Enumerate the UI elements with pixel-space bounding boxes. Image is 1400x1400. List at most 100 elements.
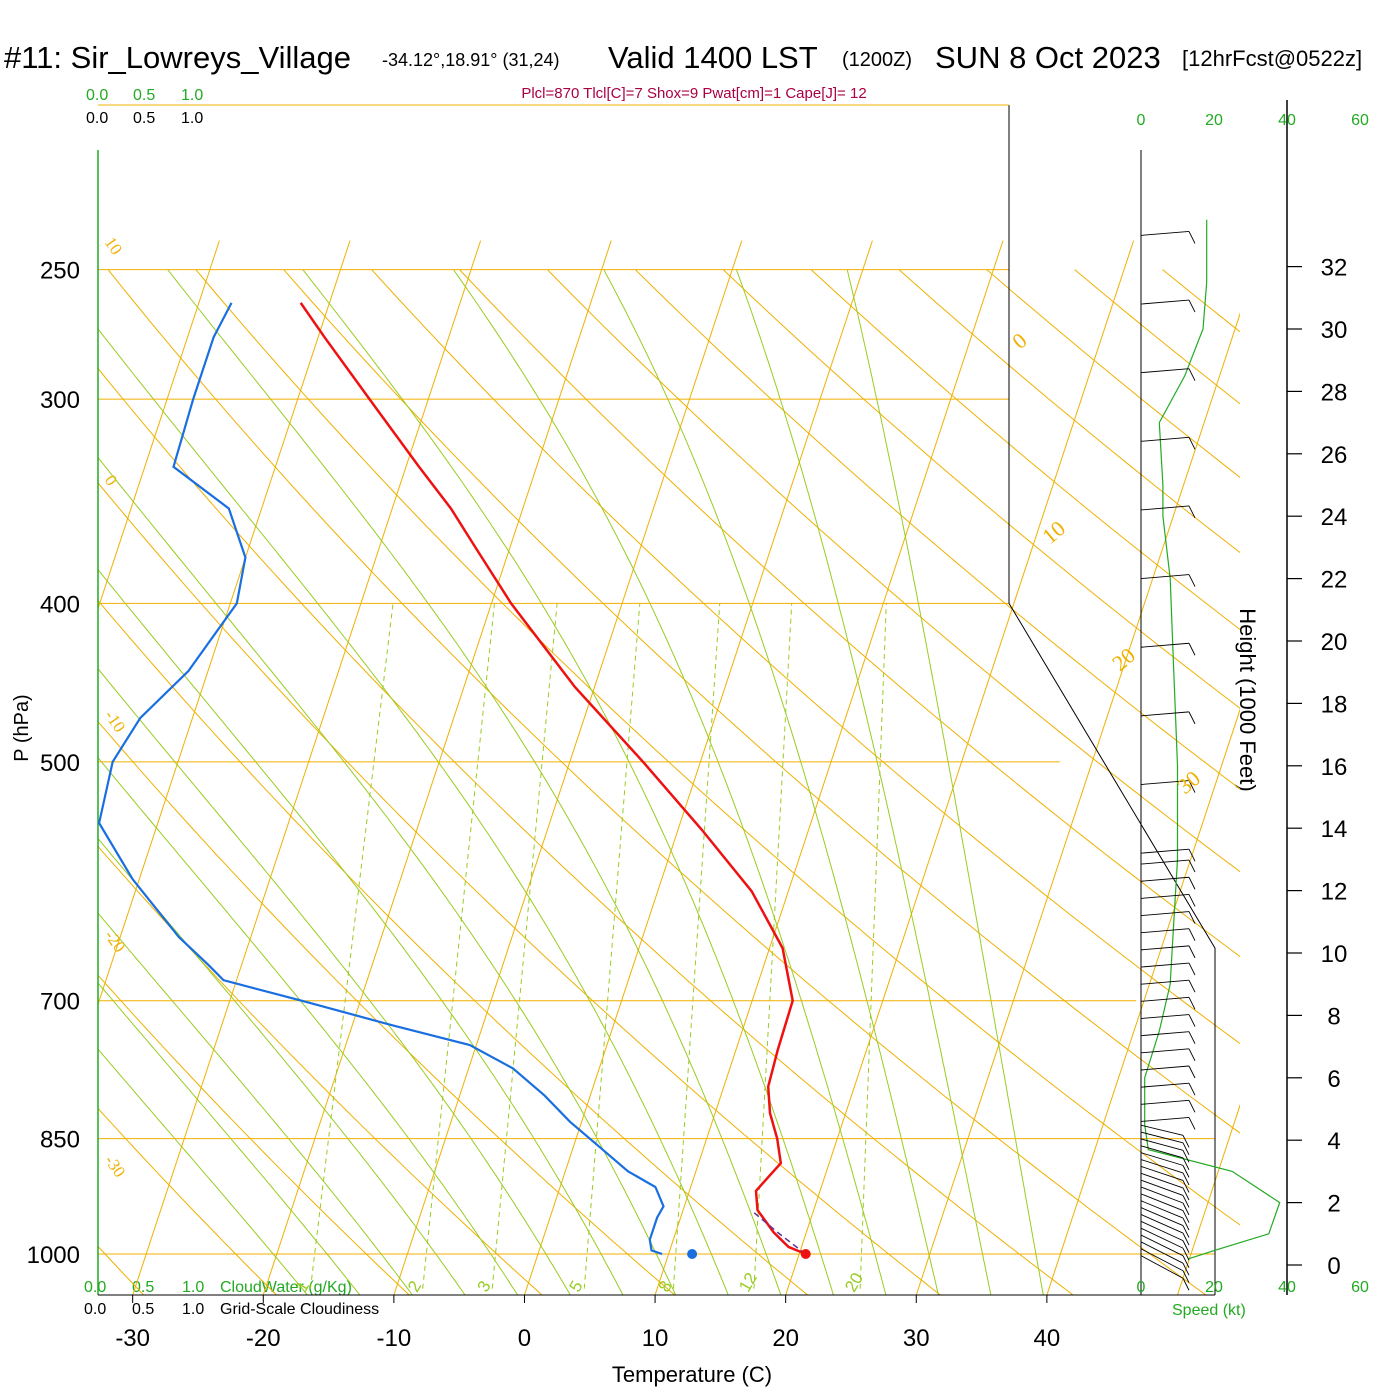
- cloud-water-tick-bottom: 0.0: [84, 1279, 106, 1296]
- isotherm-line: [1176, 1103, 1240, 1295]
- moist-adiabat-line: [98, 568, 624, 1295]
- dry-adiabat-line: [98, 367, 1074, 1295]
- height-tick-label: 28: [1321, 379, 1348, 406]
- wind-barb: [1140, 574, 1190, 580]
- moist-adiabat-line: [735, 269, 992, 1295]
- utc-time: (1200Z): [842, 49, 912, 71]
- isotherm-label: 10: [101, 233, 126, 258]
- wind-barb: [1140, 1172, 1184, 1189]
- wind-barb-flag: [1188, 894, 1196, 907]
- cloudiness-tick-bottom: 0.0: [84, 1301, 106, 1318]
- dry-adiabat-line: [810, 269, 1240, 631]
- height-tick-label: 16: [1321, 754, 1348, 781]
- wind-barb-flag: [1188, 780, 1196, 793]
- wind-barb: [1140, 1014, 1190, 1019]
- temperature-tick-label: -20: [246, 1325, 281, 1352]
- dry-adiabat-line: [371, 269, 1240, 1045]
- wind-barb-flag: [1182, 1195, 1190, 1208]
- wind-barb-flag: [1182, 1217, 1190, 1231]
- height-tick-label: 26: [1321, 442, 1348, 469]
- height-tick-label: 22: [1321, 567, 1348, 594]
- dry-adiabat-line: [634, 269, 1240, 790]
- temperature-tick-label: -30: [115, 1325, 150, 1352]
- wind-barb: [1140, 711, 1190, 717]
- temperature-tick-label: 10: [642, 1325, 669, 1352]
- wind-barb: [1140, 1048, 1190, 1054]
- moist-adiabat-line: [98, 328, 729, 1295]
- height-tick-label: 14: [1321, 816, 1348, 843]
- dry-adiabat-line: [98, 720, 676, 1295]
- wind-barb-flag: [1182, 1157, 1190, 1171]
- stability-indices: Plcl=870 Tlcl[C]=7 Shox=9 Pwat[cm]=1 Cap…: [521, 85, 866, 102]
- wind-barb: [1140, 911, 1190, 917]
- temperature-tick-label: 20: [772, 1325, 799, 1352]
- wind-barb: [1140, 780, 1190, 785]
- wind-barb: [1140, 642, 1190, 648]
- wind-barb: [1140, 876, 1190, 882]
- height-tick-label: 30: [1321, 317, 1348, 344]
- wind-barb-flag: [1182, 1150, 1190, 1163]
- pressure-lines: [98, 269, 1215, 1255]
- isotherm-line: [98, 240, 220, 611]
- wind-barb-flag: [1188, 848, 1196, 862]
- mixing-ratio-label: 12: [735, 1269, 761, 1295]
- dry-adiabat-line: [98, 482, 942, 1295]
- wind-barb-flag: [1188, 711, 1196, 725]
- moist-adiabat-line: [98, 756, 519, 1295]
- valid-time: Valid 1400 LST: [608, 40, 818, 75]
- wind-barb-flag: [1188, 574, 1196, 587]
- speed-tick-bottom: 60: [1351, 1279, 1369, 1296]
- speed-tick-top: 20: [1205, 112, 1223, 129]
- mixing-ratio-line: [672, 603, 721, 1289]
- moist-adiabat-line: [302, 269, 834, 1295]
- moist-adiabat-line: [98, 456, 677, 1295]
- wind-barb-flag: [1182, 1240, 1190, 1253]
- wind-barb: [1140, 1234, 1184, 1257]
- sounding-profiles: [97, 302, 811, 1259]
- wind-barb-flag: [1182, 1202, 1190, 1216]
- cloud-scale-bottom: 0.0 0.5 1.0 CloudWater (g/Kg) 0.0 0.5 1.…: [84, 1279, 379, 1318]
- isotherm-line: [523, 240, 873, 1295]
- pressure-tick-label: 850: [40, 1127, 80, 1154]
- wind-barb: [1140, 1179, 1184, 1196]
- wind-barb: [1140, 859, 1190, 865]
- dry-adiabat-line: [195, 269, 1240, 1226]
- moist-adiabat-line: [453, 269, 887, 1295]
- wind-barb: [1140, 368, 1190, 374]
- dewpoint-line: [97, 302, 665, 1256]
- moist-adiabat-line: [98, 837, 466, 1295]
- wind-barb-flag: [1182, 1262, 1190, 1276]
- wind-barb-flag: [1188, 437, 1196, 450]
- wind-barb-flag: [1182, 1232, 1190, 1246]
- wind-barb: [1140, 1248, 1184, 1272]
- x-axis-title: Temperature (C): [612, 1362, 772, 1387]
- cloudiness-tick-bottom: 1.0: [182, 1301, 204, 1318]
- dry-adiabat-line: [459, 269, 1240, 958]
- isotherm-line: [393, 240, 743, 1295]
- wind-barb: [1140, 1082, 1190, 1088]
- wind-barb-flag: [1188, 1117, 1196, 1130]
- dry-adiabat-line: [98, 1107, 278, 1295]
- wind-barb-flag: [1182, 1247, 1190, 1261]
- isotherm-label: 10: [1037, 516, 1070, 549]
- isotherm-line: [1046, 708, 1240, 1295]
- wind-barb-flag: [1182, 1270, 1190, 1283]
- wind-barb: [1140, 1241, 1184, 1264]
- isotherm-line: [98, 240, 351, 1006]
- plot-frame: [97, 104, 1216, 1296]
- mixing-ratio-line: [583, 603, 641, 1289]
- isotherm-line: [654, 240, 1004, 1295]
- station-title: #11: Sir_Lowreys_Village: [4, 40, 351, 75]
- dry-adiabat-line: [283, 269, 1240, 1134]
- wind-barb-flag: [1188, 643, 1196, 656]
- wind-barb: [1140, 1186, 1184, 1204]
- height-tick-label: 12: [1321, 879, 1348, 906]
- isotherm-label: 0: [101, 471, 121, 489]
- isotherm-label: 20: [1107, 643, 1140, 676]
- height-tick-label: 6: [1327, 1066, 1340, 1093]
- cloudiness-tick-top: 0.5: [133, 110, 155, 127]
- isotherm-label: -30: [101, 1151, 130, 1180]
- height-tick-label: 4: [1327, 1128, 1340, 1155]
- wind-barb-flag: [1182, 1255, 1190, 1268]
